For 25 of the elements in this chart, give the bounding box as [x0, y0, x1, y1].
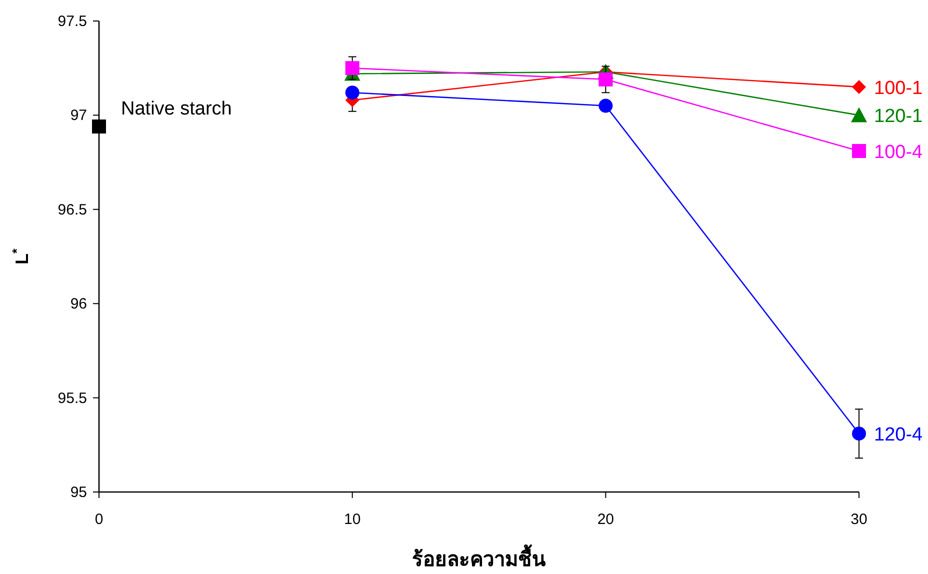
y-tick-label: 96.5 — [58, 201, 87, 218]
point — [851, 107, 867, 122]
point — [345, 86, 360, 100]
point — [92, 120, 106, 134]
point — [598, 72, 613, 86]
point — [852, 144, 866, 158]
x-tick-label: 30 — [850, 511, 868, 528]
point — [598, 98, 613, 113]
x-tick-label: 10 — [344, 511, 361, 528]
x-tick-label: 0 — [94, 511, 104, 528]
y-tick-label: 96 — [70, 296, 87, 313]
y-tick-label: 95 — [70, 484, 87, 501]
series-label: 120-4 — [874, 424, 924, 446]
y-tick-label: 97.5 — [58, 13, 87, 30]
y-tick-label: 97 — [70, 107, 87, 124]
x-axis-title: ร้อยละความชื้น — [412, 544, 546, 571]
x-tick-label: 20 — [597, 511, 614, 528]
series-label: Native starch — [121, 98, 232, 120]
series-label: 100-4 — [874, 142, 924, 163]
point — [345, 61, 360, 76]
y-tick-label: 95.5 — [58, 390, 87, 407]
point — [852, 80, 866, 94]
series-label: 120-1 — [874, 106, 923, 128]
point — [852, 426, 866, 441]
series-label: 100-1 — [874, 78, 923, 99]
